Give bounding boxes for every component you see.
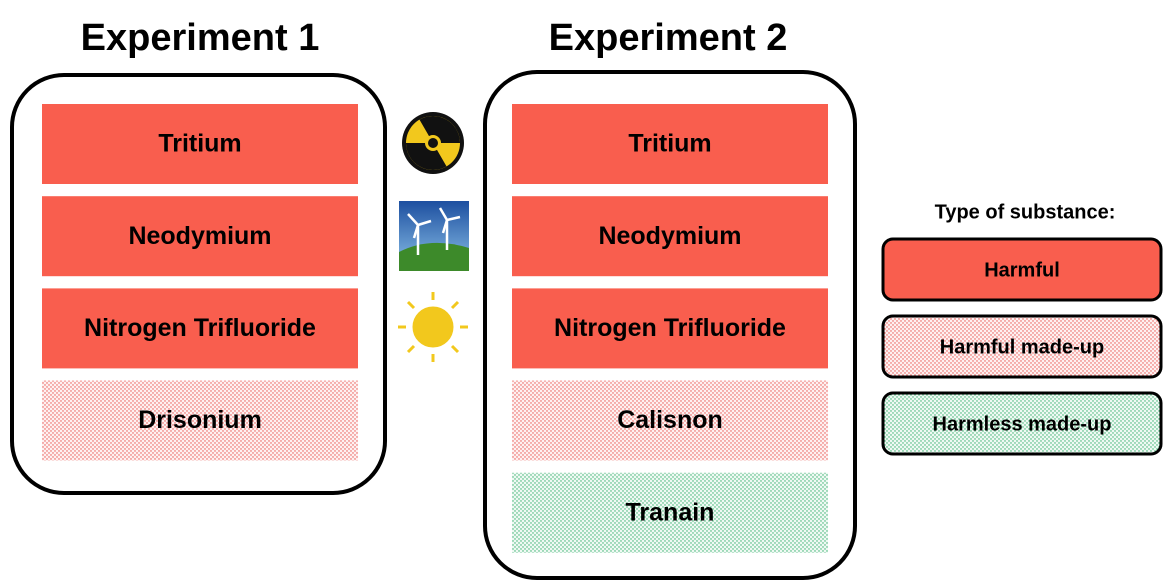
sun-icon xyxy=(398,292,468,362)
substance-label: Tranain xyxy=(626,498,715,526)
substance-label: Tritium xyxy=(628,130,711,158)
substance-label: Nitrogen Trifluoride xyxy=(554,314,786,342)
substance-label: Nitrogen Trifluoride xyxy=(84,314,316,342)
wind-icon xyxy=(399,201,469,271)
substance-label: Drisonium xyxy=(138,406,262,434)
substance-label: Neodymium xyxy=(598,222,741,250)
radiation-icon xyxy=(399,108,467,178)
substance-label: Calisnon xyxy=(617,406,723,434)
legend-title: Type of substance: xyxy=(935,201,1116,223)
legend-label: Harmful xyxy=(984,259,1060,281)
experiment-title: Experiment 2 xyxy=(549,17,788,59)
substance-label: Neodymium xyxy=(128,222,271,250)
legend-label: Harmful made-up xyxy=(940,336,1104,358)
legend-label: Harmless made-up xyxy=(933,413,1112,435)
diagram: Experiment 1 Tritium Neodymium Nitrogen Tri… xyxy=(0,0,1163,581)
experiment-title: Experiment 1 xyxy=(81,17,320,59)
substance-label: Tritium xyxy=(158,130,241,158)
